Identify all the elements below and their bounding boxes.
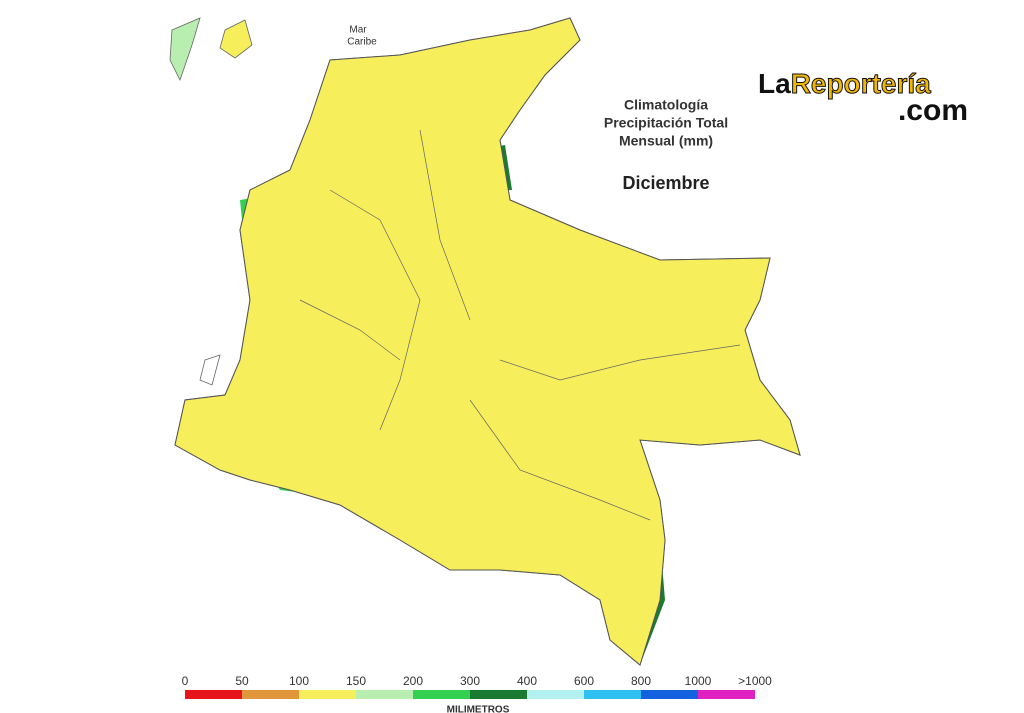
map-title: Mensual (mm) bbox=[619, 133, 713, 149]
legend-swatch bbox=[185, 690, 242, 699]
legend-swatch bbox=[641, 690, 698, 699]
legend-swatch bbox=[470, 690, 527, 699]
map-title: Climatología bbox=[624, 97, 708, 113]
logo: LaReportería .com bbox=[758, 68, 968, 127]
legend-tick-label: 150 bbox=[346, 674, 366, 688]
legend-swatch bbox=[527, 690, 584, 699]
legend-tick-label: 100 bbox=[289, 674, 309, 688]
legend-unit: MILIMETROS bbox=[447, 705, 510, 713]
logo-part: Reportería bbox=[791, 68, 931, 99]
legend-tick-label: 50 bbox=[235, 674, 249, 688]
legend-tick-label: 1000 bbox=[685, 674, 712, 688]
island bbox=[169, 17, 201, 82]
island bbox=[199, 354, 221, 386]
sea-label: Mar bbox=[349, 25, 367, 36]
legend-tick-label: 300 bbox=[460, 674, 480, 688]
legend-tick-label: 600 bbox=[574, 674, 594, 688]
legend-swatch bbox=[356, 690, 413, 699]
logo-part: .com bbox=[898, 94, 968, 127]
legend-tick-label: 800 bbox=[631, 674, 651, 688]
department-borders bbox=[299, 129, 741, 521]
island bbox=[219, 19, 253, 59]
map bbox=[169, 17, 801, 666]
legend-swatch bbox=[698, 690, 755, 699]
month-label: Diciembre bbox=[622, 173, 709, 193]
logo-text: LaReportería bbox=[758, 68, 931, 99]
map-title: Precipitación Total bbox=[604, 115, 728, 131]
legend-tick-label: 200 bbox=[403, 674, 423, 688]
legend-swatch bbox=[299, 690, 356, 699]
legend-swatch bbox=[584, 690, 641, 699]
sea-label: Caribe bbox=[347, 37, 377, 48]
legend-tick-label: >1000 bbox=[738, 674, 772, 688]
legend-tick-label: 0 bbox=[182, 674, 189, 688]
legend-swatch bbox=[242, 690, 299, 699]
legend-swatch bbox=[413, 690, 470, 699]
legend: 0 50 100 150 200 300 400 600 800 1000 >1000 bbox=[182, 674, 772, 699]
logo-part: La bbox=[758, 68, 791, 99]
legend-tick-label: 400 bbox=[517, 674, 537, 688]
